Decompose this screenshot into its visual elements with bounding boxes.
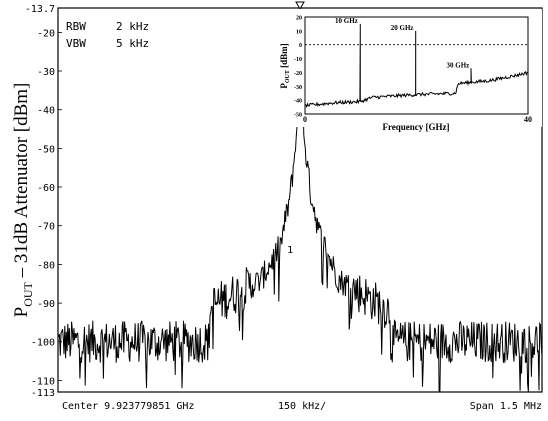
main-y-tick-label: -100 xyxy=(31,338,55,349)
main-y-tick-label: -20 xyxy=(37,28,55,39)
inset-harmonic-label: 20 GHz xyxy=(391,24,414,32)
inset-harmonic-annotations: 10 GHz 20 GHz 30 GHz xyxy=(335,17,469,69)
main-y-axis-label: POUT – 31dB Attenuator [dBm] xyxy=(11,83,35,318)
x-div-label: 150 kHz/ xyxy=(278,401,326,412)
inset-y-axis-label: POUT [dBm] xyxy=(279,43,291,88)
rbw-value: 2 kHz xyxy=(116,20,149,33)
inset-y-tick-label: -20 xyxy=(294,71,302,77)
inset-y-label-main: P xyxy=(279,83,289,89)
inset-harmonic-label: 30 GHz xyxy=(447,61,470,69)
vbw-value: 5 kHz xyxy=(116,37,149,50)
inset-y-tick-label: 0 xyxy=(299,43,302,49)
inset-y-label-rest: [dBm] xyxy=(279,43,289,70)
main-y-tick-labels: -13.7 -20 -30 -40 -50 -60 -70 -80 -90 -100 -110-11… xyxy=(25,4,62,399)
inset-x-tick-label: 0 xyxy=(303,115,307,124)
main-y-tick-label: -13.7 xyxy=(25,4,55,15)
inset-plot-frame xyxy=(304,16,529,115)
main-y-tick-label: -70 xyxy=(37,222,55,233)
inset-y-tick-label: -30 xyxy=(294,85,302,91)
main-y-tick-label: -40 xyxy=(37,106,55,117)
main-y-tick-label: -110 xyxy=(31,376,55,387)
main-y-label-sub: OUT xyxy=(21,281,35,306)
x-center-label: Center 9.923779851 GHz xyxy=(62,401,194,412)
inset-y-tick-label: -10 xyxy=(294,57,302,63)
main-y-tick-label: -113 xyxy=(31,388,55,399)
main-y-label-rest: – 31dB Attenuator [dBm] xyxy=(11,83,32,282)
inset-y-label-sub: OUT xyxy=(285,70,291,83)
inset-x-tick-label: 40 xyxy=(524,115,532,124)
inset-background xyxy=(286,9,542,127)
main-y-tick-label: -30 xyxy=(37,67,55,78)
marker-1-label: 1 xyxy=(287,245,293,256)
main-y-tick-label: -80 xyxy=(37,260,55,271)
x-span-label: Span 1.5 MHz xyxy=(470,401,542,412)
rbw-label: RBW xyxy=(66,20,86,33)
vbw-label: VBW xyxy=(66,37,86,50)
inset-y-tick-label: -50 xyxy=(294,113,302,119)
inset-y-tick-label: 10 xyxy=(296,29,302,35)
inset-x-axis-label: Frequency [GHz] xyxy=(382,122,449,132)
inset-y-tick-label: 20 xyxy=(296,16,302,22)
inset-y-tick-label: -40 xyxy=(294,99,302,105)
main-y-tick-label: -50 xyxy=(37,144,55,155)
inset-x-tick-labels: 0 40 xyxy=(303,115,532,124)
main-y-label-main: P xyxy=(11,307,32,318)
main-y-tick-label: -60 xyxy=(37,183,55,194)
inset-harmonic-label: 10 GHz xyxy=(335,17,358,25)
inset-spectrum-trace xyxy=(304,23,529,109)
peak-marker-icon xyxy=(295,1,305,11)
main-y-tick-label: -90 xyxy=(37,299,55,310)
inset-y-tick-labels: 20 10 0 -10 -20 -30 -40 -50 xyxy=(294,16,302,119)
